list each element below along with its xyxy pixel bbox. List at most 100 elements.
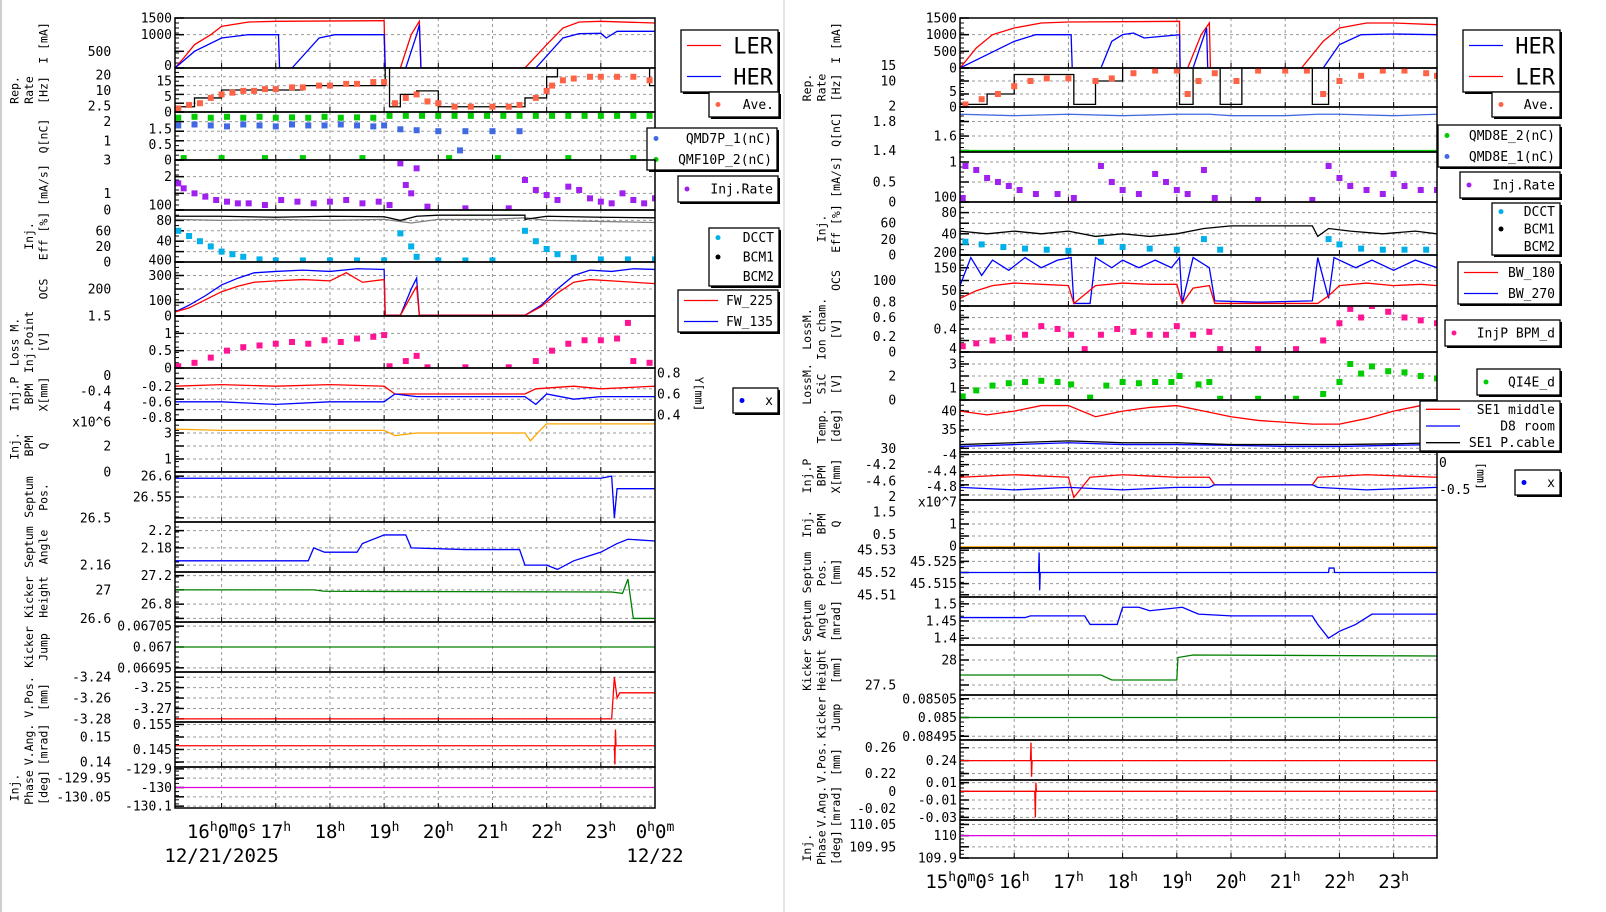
legend: BW_180 BW_270 — [1457, 261, 1562, 306]
legend-label: HER — [733, 66, 773, 91]
data-point-ave- — [543, 87, 550, 94]
data-point-dcct — [381, 257, 388, 262]
data-point-loss — [191, 359, 198, 366]
data-point-dcct — [272, 257, 279, 262]
data-point-inj-rate — [1173, 187, 1180, 193]
y-axis-label: Rate — [22, 76, 36, 104]
y-tick-label: 0 — [949, 539, 957, 554]
data-point-loss — [624, 319, 631, 326]
y-axis-label: Phase — [815, 830, 829, 865]
data-point-dcct — [652, 256, 655, 262]
data-point-dcct — [1146, 245, 1153, 252]
panel-frame — [959, 644, 1438, 696]
series-group — [960, 606, 1437, 640]
y-tick-label: 1.5 — [149, 123, 172, 138]
y-tick-label: 27.2 — [141, 569, 172, 584]
y-tick-label: 0 — [164, 310, 172, 325]
panel-inj-p-bpm-x-mm-: -0.8-0.6 -0.4 -0.2 0 Inj.P BPM X[mm] 0.4 0.6 0.8 Y… — [7, 367, 780, 426]
data-point-qi4e-d — [1358, 370, 1365, 377]
data-point-injp-bpm-d — [1022, 331, 1029, 338]
y-axis-label: Q — [829, 520, 843, 527]
series-line-septum-pos- — [175, 475, 655, 518]
data-point-loss — [565, 340, 572, 347]
data-point-ave- — [424, 98, 431, 105]
series-group — [960, 20, 1437, 68]
panel-frame — [959, 499, 1438, 549]
data-point-ave- — [1336, 78, 1343, 84]
series-line-qmd8e-1-nc- — [960, 113, 1437, 117]
legend-label: QI4E_d — [1508, 376, 1555, 391]
data-point-ave- — [559, 77, 566, 84]
y-tick-label: 0.145 — [133, 743, 172, 758]
x-tick-label: 20h — [423, 820, 454, 844]
data-point-loss — [630, 358, 637, 365]
data-point-dcct — [462, 257, 469, 262]
x-tick-label: 0h0m — [636, 820, 675, 844]
right-y-tick-label: 0.4 — [657, 408, 681, 423]
data-point-loss — [424, 364, 431, 368]
y-tick-label: 2 — [103, 440, 111, 455]
legend-label: QMD8E_2(nC) — [1469, 129, 1555, 144]
data-point-loss — [532, 358, 539, 365]
series-group — [175, 677, 655, 720]
data-point-qmd7p-1-nc- — [256, 122, 263, 129]
data-point-injp-bpm-d — [1417, 317, 1424, 324]
data-point-dcct — [521, 227, 528, 234]
data-point-ave- — [381, 79, 388, 86]
panel-q-nc-: 1.4 1.6 1.82 Q[nC] QMD8E_2(nC) QMD8E_1(nC) — [829, 100, 1562, 169]
panel-frame — [174, 17, 656, 69]
data-point-qi4e-d — [1022, 379, 1029, 385]
y-axis-label: Kicker — [22, 626, 36, 668]
data-point-dcct — [354, 257, 361, 262]
data-point-injp-bpm-d — [1217, 346, 1224, 352]
data-point-inj-rate — [1054, 191, 1061, 197]
series-group — [175, 319, 653, 368]
y-tick-label: 30 — [881, 442, 897, 457]
y-axis-label: Phase — [22, 770, 36, 805]
y-tick-label: 5 — [164, 90, 172, 105]
y-tick-label: 2.2 — [149, 524, 172, 539]
series-line-septum-angle — [960, 606, 1437, 640]
series-line-bcm1 — [175, 214, 655, 222]
data-point-ave- — [1255, 68, 1262, 74]
data-point-qi4e-d — [1434, 375, 1437, 382]
data-point-qmd7p-1-nc- — [381, 122, 388, 129]
y-tick-label: 45.53 — [857, 544, 896, 559]
data-point-dcct — [1097, 238, 1104, 245]
data-point-qi4e-d — [1005, 380, 1012, 387]
data-point-ave- — [1320, 91, 1327, 97]
y-tick-label: 0.26 — [865, 741, 896, 756]
y-tick-label: -0.02 — [857, 802, 896, 817]
data-point-dcct — [1200, 236, 1207, 243]
data-point-inj-rate — [1108, 179, 1115, 185]
data-point-ave- — [316, 82, 323, 89]
data-point-inj-rate — [310, 200, 317, 207]
y-tick-label: 0 — [103, 204, 111, 219]
data-point-ave- — [413, 91, 420, 98]
y-axis-label: [deg] — [36, 770, 50, 805]
data-point-qi4e-d — [1217, 395, 1224, 400]
y-tick-label: -3.27 — [133, 702, 172, 717]
y-axis-multiplier: x10^6 — [72, 416, 111, 431]
data-point-loss — [305, 340, 312, 347]
data-point-inj-rate — [180, 185, 187, 192]
series-line-y — [960, 474, 1437, 499]
legend-dot-marker — [684, 186, 690, 192]
data-point-ave- — [272, 86, 279, 93]
data-point-qmf10p-2-nc- — [261, 155, 268, 160]
data-point-loss — [256, 342, 263, 349]
y-tick-label: 1.4 — [934, 632, 958, 647]
y-tick-label: 40 — [156, 235, 172, 250]
data-point-qmd7p-1-nc- — [175, 122, 182, 129]
data-point-dcct — [570, 254, 577, 261]
data-point-dcct — [1401, 246, 1408, 253]
data-point-ave- — [570, 75, 577, 82]
x-tick-label: 16h0m0s — [187, 820, 256, 844]
right-y-tick-label: 0 — [1439, 456, 1447, 471]
data-point-loss — [462, 364, 469, 368]
data-point-ave- — [391, 100, 398, 107]
data-point-ave- — [1282, 68, 1289, 74]
data-point-inj-rate — [984, 175, 991, 181]
data-point-inj-rate — [962, 163, 969, 169]
data-point-ave- — [1173, 68, 1180, 74]
